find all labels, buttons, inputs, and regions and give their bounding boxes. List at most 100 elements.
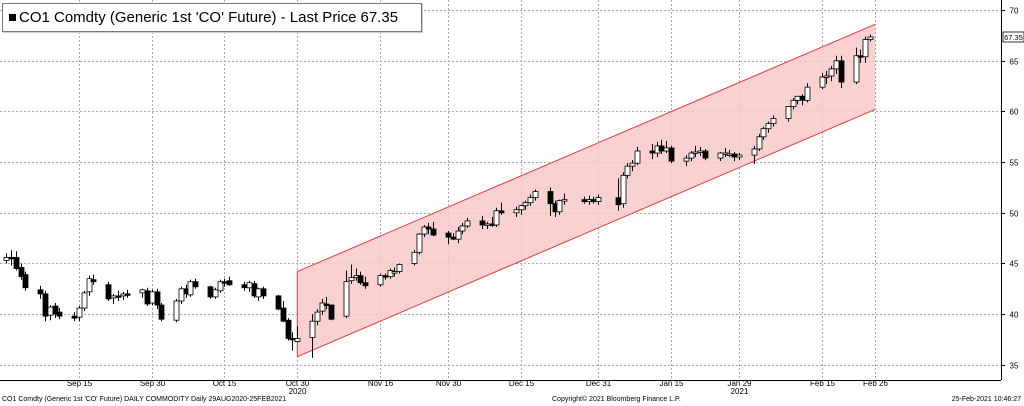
candle <box>717 152 724 162</box>
candle-body <box>823 75 830 78</box>
candle-body <box>42 293 49 317</box>
candle <box>13 251 20 271</box>
candle-body <box>387 270 394 278</box>
candle <box>348 264 355 284</box>
candle <box>280 300 287 323</box>
footer-copyright: Copyright© 2021 Bloomberg Finance L.P. <box>552 396 681 403</box>
candle-body <box>158 304 165 320</box>
candle-body <box>139 289 146 294</box>
candle-body <box>348 277 355 282</box>
candle-body <box>3 256 10 261</box>
candle <box>52 302 59 319</box>
candle <box>124 289 131 298</box>
candle <box>756 133 763 151</box>
candle <box>275 294 282 311</box>
candle-body <box>212 289 219 298</box>
candle-body <box>595 197 602 203</box>
candle <box>314 309 321 326</box>
candle-body <box>760 128 767 138</box>
x-year-label: 2021 <box>731 387 749 396</box>
candle-body <box>561 199 568 202</box>
y-tick-label: 60 <box>1010 108 1019 117</box>
candle-body <box>187 281 194 296</box>
legend-title: CO1 Comdty (Generic 1st 'CO' Future) - L… <box>19 9 357 26</box>
candle-body <box>416 233 423 253</box>
candle-body <box>154 291 161 306</box>
candle <box>479 215 486 230</box>
x-axis: Sep 15 Sep 30 Oct 15 Oct 30 Nov 16 Nov 30 Dec … <box>67 379 889 396</box>
candle-body <box>13 256 20 269</box>
candle-body <box>615 197 622 206</box>
candle-body <box>207 286 214 298</box>
candle-body <box>450 236 457 240</box>
candle-body <box>513 209 520 214</box>
candle <box>149 289 156 306</box>
candle-body <box>794 95 801 101</box>
candle-body <box>683 157 690 162</box>
legend-last-value: 67.35 <box>360 9 399 26</box>
candle-body <box>624 165 631 176</box>
candle-body <box>838 60 845 83</box>
candle <box>187 279 194 297</box>
candle-body <box>56 311 63 317</box>
legend-square-icon <box>9 14 16 21</box>
candle <box>556 199 563 215</box>
candle <box>790 98 797 110</box>
candle-body <box>18 267 25 278</box>
candle <box>416 233 423 255</box>
candle-body <box>527 197 534 204</box>
candle-body <box>717 152 724 159</box>
candle <box>285 318 292 341</box>
candle-body <box>726 153 733 156</box>
candle-body <box>547 191 554 205</box>
candle-body <box>52 305 59 315</box>
candle <box>81 290 88 312</box>
candle-body <box>289 338 296 341</box>
candle <box>823 70 830 85</box>
x-tick-label: Dec 15 <box>509 379 535 388</box>
last-price-tag: 67.35 <box>1002 31 1024 43</box>
candle-body <box>246 282 253 289</box>
candle <box>668 145 675 164</box>
candle <box>785 106 792 122</box>
candle <box>620 172 627 208</box>
candle <box>425 222 432 235</box>
x-tick-label: Oct 30 <box>286 379 310 388</box>
candle-body <box>396 264 403 272</box>
candle <box>518 204 525 215</box>
candle <box>192 278 199 289</box>
candle-body <box>498 210 505 214</box>
y-tick-label: 70 <box>1010 7 1019 16</box>
candle-body <box>459 225 466 232</box>
candle-body <box>149 291 156 304</box>
y-tick-label: 40 <box>1010 311 1019 320</box>
candle-body <box>382 275 389 278</box>
candle-body <box>124 293 131 296</box>
candle-body <box>362 282 369 287</box>
candle <box>154 288 161 310</box>
candle <box>804 83 811 103</box>
candle-body <box>425 226 432 230</box>
candle-body <box>86 278 93 293</box>
candle <box>634 146 641 166</box>
candle-body <box>144 290 151 305</box>
candle-body <box>785 106 792 119</box>
candle-body <box>532 191 539 199</box>
candle-body <box>430 228 437 236</box>
candle-body <box>255 288 262 298</box>
x-tick-label: Jan 29 <box>727 379 752 388</box>
candle-body <box>294 338 301 342</box>
candle <box>421 224 428 238</box>
candle-body <box>217 281 224 292</box>
candle <box>144 287 151 307</box>
candle-body <box>192 281 199 288</box>
candle-body <box>697 150 704 153</box>
candle <box>561 193 568 205</box>
last-price-box <box>1002 31 1024 43</box>
candle-body <box>110 295 117 299</box>
candle <box>498 202 505 215</box>
candle-body <box>411 251 418 264</box>
x-tick-label: Feb 26 <box>863 379 888 388</box>
candle-body <box>421 226 428 235</box>
